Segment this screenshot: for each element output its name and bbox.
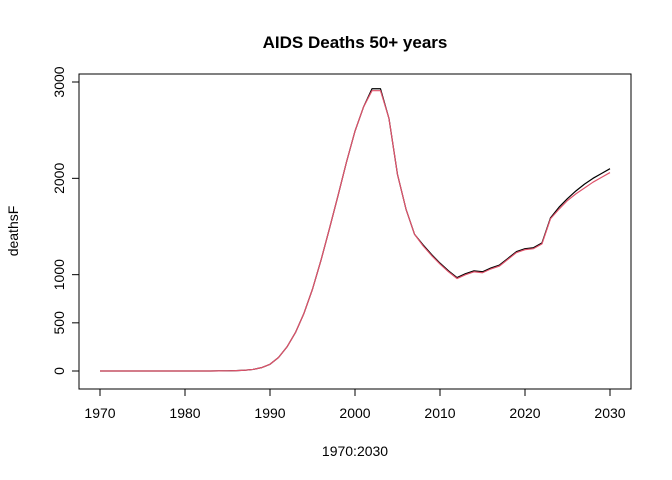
x-axis-label: 1970:2030 xyxy=(322,443,388,459)
x-tick-label: 2030 xyxy=(594,405,625,421)
y-tick-label: 3000 xyxy=(51,66,67,97)
chart-title: AIDS Deaths 50+ years xyxy=(263,33,448,52)
x-tick-label: 1980 xyxy=(169,405,200,421)
y-tick-label: 0 xyxy=(51,367,67,375)
y-axis: 0 500 1000 2000 3000 xyxy=(51,66,80,375)
x-axis: 1970 1980 1990 2000 2010 2020 2030 xyxy=(84,388,626,421)
y-tick-label: 500 xyxy=(51,311,67,335)
y-tick-label: 2000 xyxy=(51,163,67,194)
y-axis-label: deathsF xyxy=(5,206,21,257)
x-tick-label: 1970 xyxy=(84,405,115,421)
plot-box xyxy=(78,73,632,390)
x-tick-label: 2000 xyxy=(339,405,370,421)
series-lines xyxy=(100,88,611,372)
y-tick-label: 1000 xyxy=(51,259,67,290)
x-tick-label: 2020 xyxy=(509,405,540,421)
x-tick-label: 1990 xyxy=(254,405,285,421)
x-tick-label: 2010 xyxy=(424,405,455,421)
series-line-2 xyxy=(100,90,611,372)
